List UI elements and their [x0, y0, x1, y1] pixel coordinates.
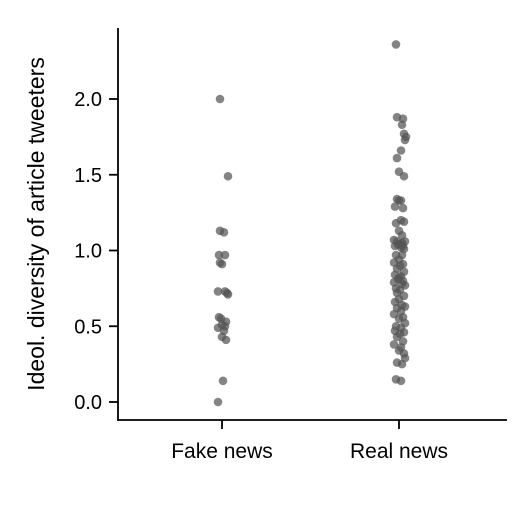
data-point	[213, 287, 223, 296]
data-point	[391, 40, 401, 49]
data-point	[399, 217, 409, 227]
y-axis-label: Ideol. diversity of article tweeters	[23, 57, 49, 391]
data-point	[394, 314, 404, 323]
data-point	[217, 259, 227, 269]
data-point	[389, 340, 399, 349]
data-point	[396, 376, 406, 386]
data-point	[392, 332, 402, 342]
data-point	[219, 228, 229, 237]
x-ticks: Fake news Real news	[171, 420, 448, 463]
data-point	[400, 135, 410, 145]
data-point	[223, 171, 233, 181]
data-point	[390, 202, 400, 211]
x-tick-label: Fake news	[171, 440, 273, 463]
axes	[117, 28, 507, 421]
data-point	[215, 94, 225, 104]
y-tick-label: 0.5	[74, 316, 102, 338]
data-point	[221, 335, 231, 345]
y-tick-label: 0.0	[74, 392, 102, 414]
data-point	[399, 171, 409, 181]
data-point	[398, 203, 408, 213]
y-tick-label: 1.5	[74, 165, 102, 187]
y-tick-label: 1.0	[74, 241, 102, 263]
data-point	[213, 397, 223, 407]
data-point	[220, 250, 230, 260]
data-point	[214, 250, 224, 260]
y-ticks: 0.0 0.5 1.0 1.5 2.0	[74, 89, 118, 414]
data-point	[223, 290, 233, 299]
data-point	[391, 218, 401, 228]
x-tick-label: Real news	[350, 440, 448, 463]
data-point	[392, 153, 402, 163]
data-point	[397, 359, 407, 369]
data-point	[218, 376, 228, 386]
data-point	[396, 146, 406, 155]
data-points	[213, 40, 411, 407]
data-point	[397, 120, 407, 130]
y-tick-label: 2.0	[74, 89, 102, 111]
data-point	[394, 196, 404, 205]
